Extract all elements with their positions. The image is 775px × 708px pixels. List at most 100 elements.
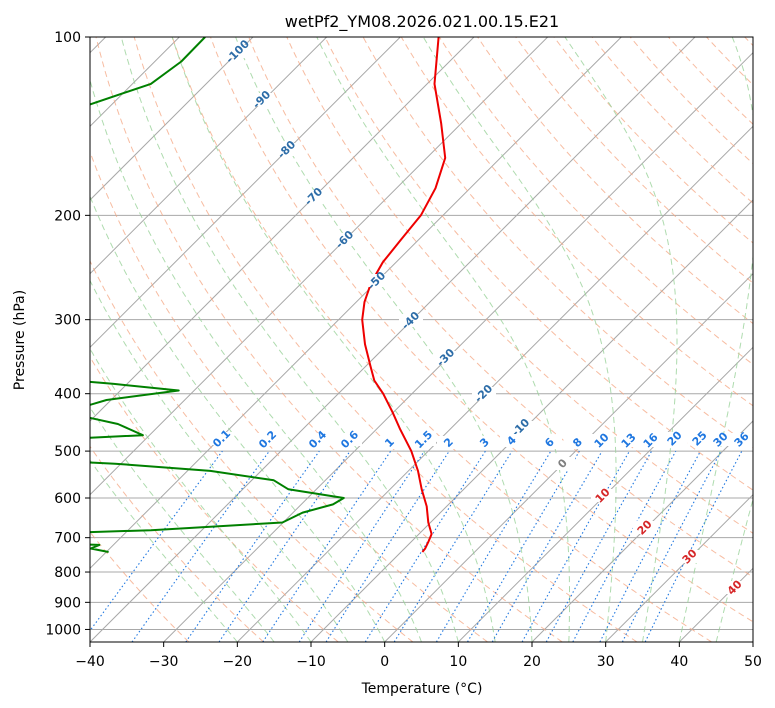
y-tick-label: 100 [54, 30, 81, 46]
dry-adiabat-label-bg [472, 387, 496, 400]
mixing-ratio-line [393, 450, 513, 642]
x-tick-label: 30 [597, 654, 615, 670]
dry-adiabat [286, 37, 753, 534]
dry-adiabat-label-bg [399, 314, 423, 327]
x-axis-ticks: −40 −30 −20 −10 0 10 20 30 40 50 [75, 642, 762, 670]
dry-adiabat-label-bg [250, 93, 274, 106]
dry-adiabat-label-bg [509, 421, 533, 434]
mixing-ratio-label-bg [338, 433, 362, 446]
moist-adiabat [422, 37, 617, 642]
dry-adiabat-label-bg [434, 351, 458, 364]
mixing-ratio-label-bg [590, 434, 614, 447]
isotherm [163, 51, 753, 642]
x-tick-label: −30 [149, 654, 179, 670]
moist-adiabat-label-bg [551, 457, 575, 470]
x-tick-label: 20 [523, 654, 541, 670]
isotherms [90, 37, 753, 642]
isotherm [90, 37, 328, 275]
moist-adiabat [678, 37, 753, 642]
dry-adiabat [133, 37, 638, 642]
dry-adiabat [95, 37, 563, 642]
plot-frame [89, 36, 754, 643]
y-tick-label: 200 [54, 208, 81, 224]
isotherm [531, 420, 753, 642]
x-tick-label: −20 [223, 654, 253, 670]
mixing-ratio-label-bg [256, 433, 280, 446]
mixing-ratio-label-bg [306, 433, 330, 446]
mixing-ratio-label-bg [500, 434, 524, 447]
isotherm [90, 37, 622, 570]
mixing-ratio-line [218, 450, 351, 642]
mixing-ratio-line [185, 450, 320, 642]
moist-adiabat [90, 78, 422, 642]
mixing-ratio-line [298, 450, 425, 642]
y-tick-label: 1000 [45, 622, 81, 638]
moist-adiabat [90, 195, 386, 642]
dry-adiabat [90, 356, 339, 642]
isotherm [384, 272, 753, 642]
dry-adiabat [90, 150, 488, 642]
dry-adiabat-label-bg [365, 274, 389, 287]
moist-adiabat [715, 497, 753, 642]
moist-adiabat-label-bg [591, 489, 615, 502]
mixing-ratio-label-bg [437, 436, 461, 449]
x-tick-label: −40 [75, 654, 105, 670]
dewpoint-line [90, 37, 345, 553]
dry-adiabat-label-bg [275, 143, 299, 156]
y-tick-label: 300 [54, 313, 81, 329]
isotherm [90, 37, 549, 496]
mixing-ratio-label-bg [730, 433, 754, 446]
dry-adiabat [171, 37, 712, 642]
moist-adiabat-label-bg [678, 550, 702, 563]
mixing-ratio-label-bg [378, 436, 402, 449]
mixing-ratio-label-bg [709, 433, 733, 446]
mixing-ratio-lines [90, 450, 743, 642]
dry-adiabat [362, 37, 753, 449]
isotherm [90, 37, 401, 349]
plot-background [90, 37, 753, 642]
dry-adiabat-label-bg [302, 190, 326, 203]
x-axis-label: Temperature (°C) [361, 681, 483, 697]
mixing-ratio-label-bg [639, 434, 663, 447]
x-tick-label: 40 [670, 654, 688, 670]
mixing-ratio-label-bg [473, 436, 497, 449]
x-tick-label: 50 [744, 654, 762, 670]
moist-adiabat [316, 37, 571, 642]
dry-adiabat [400, 37, 753, 407]
y-tick-label: 900 [54, 595, 81, 611]
dry-adiabat [90, 445, 264, 642]
x-tick-label: 0 [380, 654, 389, 670]
dry-adiabat-label-bg [333, 233, 357, 246]
moist-adiabat [120, 37, 459, 642]
mixing-ratio-line [131, 450, 270, 642]
mixing-ratio-label-bg [617, 434, 641, 447]
isotherm [236, 125, 753, 642]
y-tick-label: 500 [54, 444, 81, 460]
dry-adiabats [90, 37, 753, 642]
moist-adiabat [90, 459, 238, 642]
dry-adiabat [209, 37, 753, 623]
moist-adiabat [564, 37, 678, 642]
mixing-ratio-line [545, 450, 653, 642]
isotherm [90, 37, 254, 201]
moist-adiabat [90, 406, 275, 642]
y-tick-label: 700 [54, 531, 81, 547]
y-tick-label: 600 [54, 491, 81, 507]
mixing-ratio-label-bg [688, 432, 712, 445]
y-tick-label: 400 [54, 387, 81, 403]
mixing-ratio-label-bg [412, 433, 436, 446]
isotherm [457, 346, 753, 642]
mixing-ratio-line [325, 450, 450, 642]
mixing-ratio-label-bg [566, 436, 590, 449]
mixing-ratio-line [644, 450, 743, 642]
dry-adiabat [248, 37, 753, 578]
temperature-line [361, 37, 447, 553]
isotherm [605, 493, 753, 642]
contour-labels: -100-90-80-70-60-50-40-30-20-100.1 0.2 0.4… [210, 37, 754, 598]
isotherm [90, 37, 475, 422]
moist-adiabat-label-bg [633, 521, 657, 534]
y-axis-label: Pressure (hPa) [12, 290, 28, 390]
mixing-ratio-label-bg [538, 436, 562, 449]
profiles [90, 37, 447, 553]
